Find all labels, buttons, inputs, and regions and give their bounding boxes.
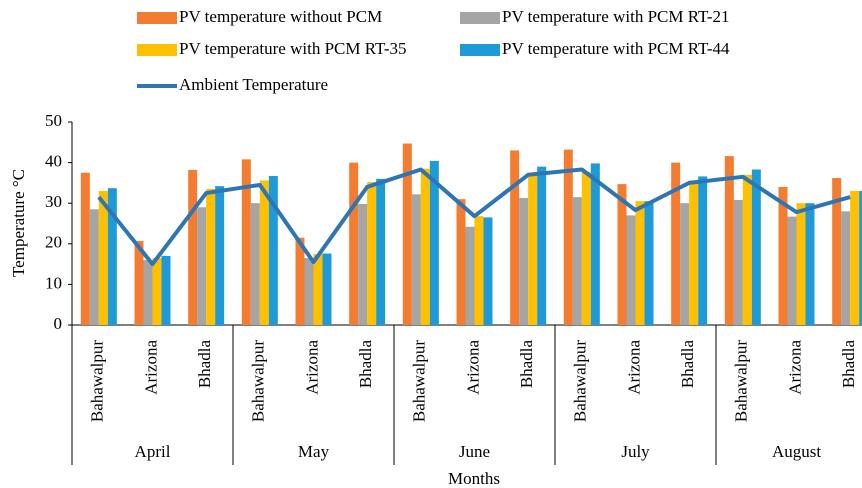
bar <box>367 182 377 325</box>
y-tick-label: 10 <box>45 273 62 292</box>
bar <box>850 191 860 325</box>
bar <box>832 178 842 325</box>
bar <box>161 255 171 325</box>
line <box>97 167 851 267</box>
legend-label: PV temperature without PCM <box>179 7 382 26</box>
bar <box>778 186 788 325</box>
group-label: August <box>772 442 821 461</box>
legend-label: PV temperature with PCM RT-44 <box>502 39 730 58</box>
x-axis-label: Months <box>448 469 500 488</box>
legend-label: Ambient Temperature <box>179 75 328 94</box>
bar <box>724 156 734 325</box>
bar <box>859 191 862 325</box>
bar <box>358 204 368 325</box>
bar <box>644 201 654 325</box>
bar <box>751 169 761 325</box>
bar <box>420 168 430 325</box>
bar <box>250 203 260 325</box>
bar <box>626 215 636 325</box>
x-tick-label: Arizona <box>141 340 160 395</box>
y-tick-label: 0 <box>54 314 63 333</box>
bar <box>483 217 493 325</box>
bar <box>376 178 386 325</box>
legend-swatch <box>137 12 177 24</box>
bar <box>89 209 99 325</box>
bar <box>313 253 323 325</box>
bar <box>572 197 582 325</box>
bar <box>322 253 332 325</box>
bar <box>733 199 743 325</box>
legend-swatch <box>137 44 177 56</box>
x-tick-label: Arizona <box>302 340 321 395</box>
x-tick-label: Bhadla <box>195 340 214 389</box>
x-tick-label: Bhadla <box>839 340 858 389</box>
bar <box>841 211 851 325</box>
y-axis-label: Temperature °C <box>9 169 28 277</box>
bar <box>206 188 216 325</box>
bar <box>107 188 117 325</box>
x-tick-label: Bhadla <box>356 340 375 389</box>
bar <box>796 203 806 325</box>
bar <box>402 143 412 325</box>
bar <box>134 240 144 325</box>
bar <box>581 171 591 325</box>
x-tick-label: Arizona <box>785 340 804 395</box>
bar <box>563 149 573 325</box>
bar <box>474 216 484 325</box>
x-tick-label: Bahawalpur <box>732 340 751 422</box>
bar <box>617 184 627 325</box>
x-tick-label: Bahawalpur <box>249 340 268 422</box>
bar <box>698 176 708 325</box>
bar <box>143 260 153 325</box>
bar <box>349 162 359 325</box>
group-label: June <box>459 442 490 461</box>
bar <box>80 172 90 325</box>
bar <box>510 150 520 325</box>
bar <box>215 186 225 325</box>
legend-swatch <box>460 12 500 24</box>
bar <box>805 203 815 325</box>
group-label: April <box>135 442 171 461</box>
bar <box>689 180 699 325</box>
y-tick-label: 40 <box>45 152 62 171</box>
legend-label: PV temperature with PCM RT-21 <box>502 7 730 26</box>
bar <box>259 180 269 325</box>
bar <box>519 197 529 325</box>
x-tick-label: Bahawalpur <box>88 340 107 422</box>
bar <box>241 159 251 325</box>
legend-swatch <box>460 44 500 56</box>
bar <box>635 201 645 325</box>
bar <box>528 174 538 325</box>
bar <box>188 169 198 325</box>
bar <box>152 258 162 325</box>
y-tick-label: 30 <box>45 192 62 211</box>
x-tick-label: Bahawalpur <box>410 340 429 422</box>
bar <box>268 175 278 325</box>
bar <box>680 203 690 325</box>
x-tick-label: Arizona <box>624 340 643 395</box>
bar <box>456 199 466 325</box>
bar <box>197 207 207 325</box>
group-label: May <box>298 442 330 461</box>
bar <box>590 163 600 325</box>
bar <box>411 194 421 325</box>
x-tick-label: Arizona <box>463 340 482 395</box>
x-tick-label: Bahawalpur <box>571 340 590 422</box>
legend-label: PV temperature with PCM RT-35 <box>179 39 407 58</box>
bar <box>465 226 475 325</box>
group-label: July <box>621 442 650 461</box>
y-tick-label: 20 <box>45 233 62 252</box>
bar <box>304 258 314 325</box>
bar <box>787 216 797 325</box>
bar <box>295 237 305 325</box>
bar <box>429 160 439 325</box>
x-tick-label: Bhadla <box>517 340 536 389</box>
bar <box>537 166 547 325</box>
bar <box>671 162 681 325</box>
x-tick-label: Bhadla <box>678 340 697 389</box>
bar <box>98 191 108 325</box>
bar <box>742 174 752 325</box>
y-tick-label: 50 <box>45 111 62 130</box>
